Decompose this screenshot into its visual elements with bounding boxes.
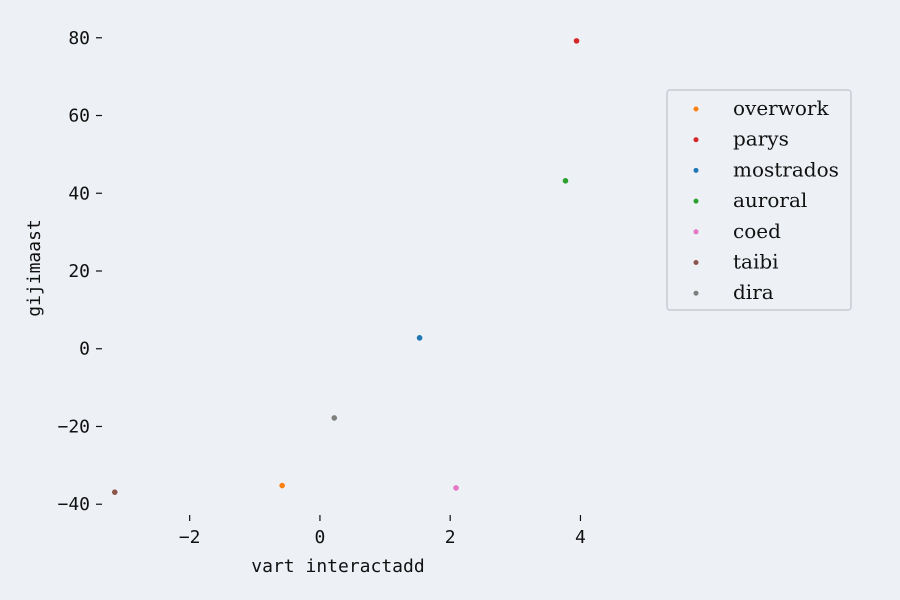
legend-label-auroral: auroral [733,188,807,212]
x-axis: −2 0 2 4 [179,515,586,548]
point-dira [331,415,338,421]
point-mostrados [416,335,423,341]
y-tick-label: 40 [68,183,90,204]
legend-label-taibi: taibi [733,250,779,274]
x-axis-label: vart interactadd [251,556,424,577]
point-parys [573,38,580,44]
point-overwork [279,482,285,489]
y-axis-label: gijimaast [24,219,45,317]
x-tick-label: 2 [445,527,456,548]
x-tick-label: 0 [315,527,326,548]
legend-marker-taibi [693,260,699,265]
legend-marker-parys [693,137,699,143]
y-tick-label: −40 [57,494,90,515]
legend-marker-overwork [693,106,699,112]
legend-marker-auroral [693,198,699,204]
point-taibi [111,489,118,495]
y-tick-label: 80 [68,28,90,49]
point-auroral [562,178,569,184]
x-tick-label: 4 [575,527,586,548]
legend-marker-coed [693,229,699,235]
legend-label-dira: dira [733,280,774,304]
y-tick-label: −20 [57,416,90,437]
y-tick-label: 0 [79,339,90,360]
legend-label-coed: coed [733,219,781,243]
legend-marker-mostrados [693,167,699,173]
y-tick-label: 20 [68,261,90,282]
x-tick-label: −2 [179,527,201,548]
legend-label-mostrados: mostrados [733,157,839,181]
legend-frame [666,89,852,311]
legend-label-parys: parys [733,127,789,151]
data-points [111,38,580,495]
legend: overwork parys mostrados auroral coed taibi di… [666,89,852,311]
point-coed [453,485,459,491]
legend-label-overwork: overwork [733,96,829,120]
legend-marker-dira [693,290,699,296]
y-axis: 80 60 40 20 0 −20 −40 [57,28,102,515]
y-tick-label: 60 [68,106,90,127]
